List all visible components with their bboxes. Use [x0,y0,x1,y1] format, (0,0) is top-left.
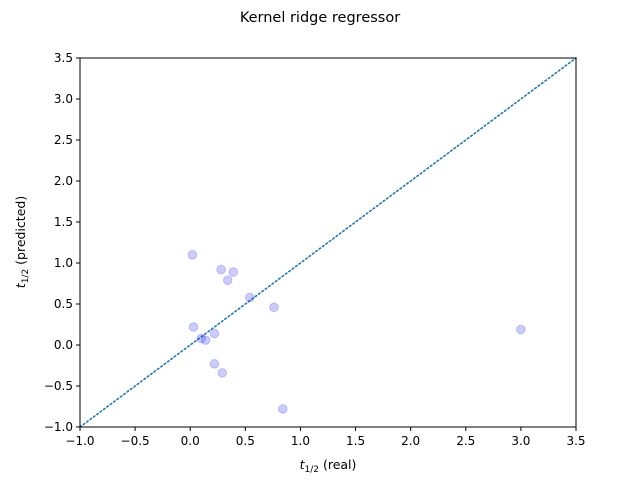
x-tick-label-1: −0.5 [121,434,150,448]
scatter-point-11 [269,302,279,313]
x-tick-label-4: 1.0 [291,434,310,448]
y-tick-label-4: 1.0 [54,256,73,270]
y-tick-label-5: 1.5 [54,215,73,229]
y-tick-label-3: 0.5 [54,297,73,311]
scatter-point-0 [187,250,198,260]
scatter-point-1 [188,322,199,332]
x-tick-label-9: 3.5 [566,434,585,448]
scatter-point-4 [209,328,220,339]
x-axis-label-var: t [300,457,306,472]
scatter-point-10 [244,292,255,303]
y-tick-label-9: 3.5 [54,51,73,65]
x-axis-label-suffix: (real) [319,457,356,472]
x-axis-label: t1/2 (real) [300,457,357,475]
x-tick-label-2: 0.0 [181,434,200,448]
x-tick-label-7: 2.5 [456,434,475,448]
scatter-point-6 [216,264,226,275]
scatter-point-5 [209,359,220,369]
plot-area-frame [79,57,577,428]
y-axis-label-suffix: (predicted) [13,196,28,269]
reference-line [79,57,577,428]
y-tick-label-0: −1.0 [44,420,73,434]
scatter-point-3 [200,335,211,345]
x-tick-label-8: 3.0 [511,434,530,448]
y-tick-label-6: 2.0 [54,174,73,188]
x-tick-label-3: 0.5 [236,434,255,448]
x-axis-label-sub: 1/2 [305,465,319,475]
scatter-point-8 [222,275,233,286]
y-tick-label-8: 3.0 [54,92,73,106]
y-tick-label-1: −0.5 [44,379,73,393]
y-axis-label: t1/2 (predicted) [13,196,31,288]
x-tick-label-6: 2.0 [401,434,420,448]
chart-title: Kernel ridge regressor [240,10,400,26]
scatter-point-12 [278,404,288,414]
y-tick-label-7: 2.5 [54,133,73,147]
scatter-point-7 [217,368,227,378]
y-tick-label-2: 0.0 [54,338,73,352]
scatter-point-13 [516,324,526,335]
y-axis-label-sub: 1/2 [21,269,31,283]
x-tick-label-0: −1.0 [65,434,94,448]
scatter-point-2 [196,333,207,344]
y-axis-label-var: t [13,282,28,288]
scatter-point-9 [228,267,239,277]
x-tick-label-5: 1.5 [346,434,365,448]
